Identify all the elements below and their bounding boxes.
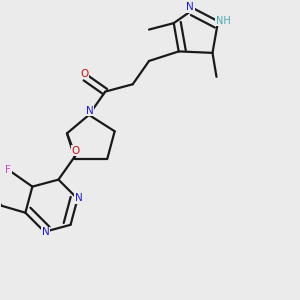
Text: N: N	[187, 2, 194, 13]
Text: N: N	[42, 227, 50, 238]
Text: O: O	[71, 146, 80, 156]
Text: F: F	[5, 165, 11, 176]
Text: NH: NH	[216, 16, 231, 26]
Text: N: N	[75, 193, 83, 203]
Text: O: O	[81, 69, 89, 79]
Text: N: N	[86, 106, 94, 116]
